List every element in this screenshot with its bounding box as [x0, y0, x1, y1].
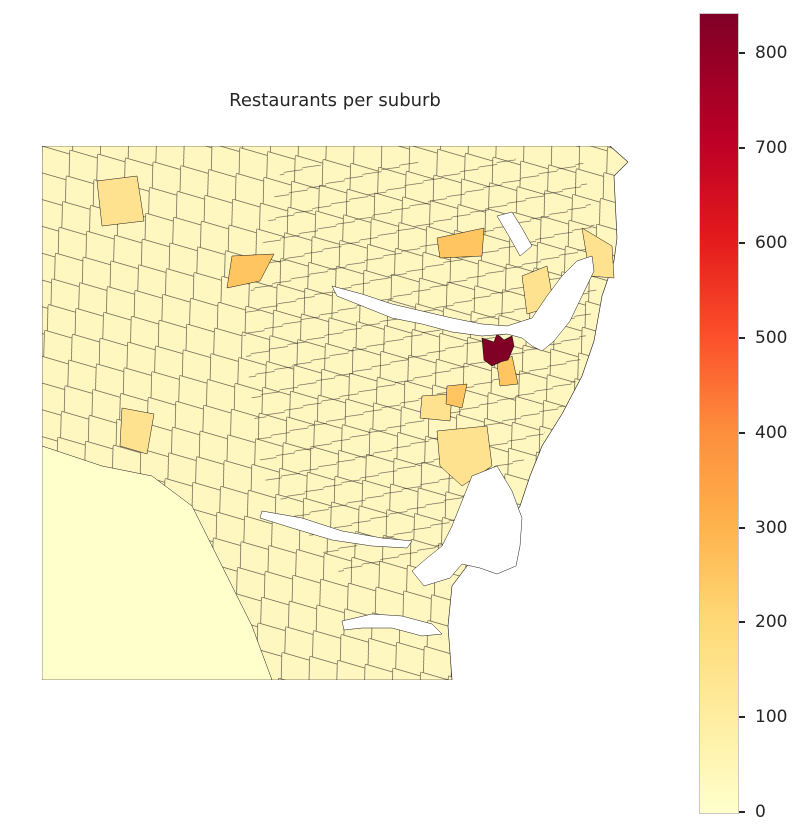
colorbar-tick: 300 — [739, 518, 799, 538]
suburb-mid-10 — [445, 383, 468, 409]
river-north — [496, 211, 533, 257]
southwest-region — [42, 445, 273, 680]
colorbar-tick: 400 — [739, 423, 799, 443]
suburb-peak-cbd — [481, 333, 515, 367]
colorbar-tick: 0 — [739, 802, 799, 822]
harbour-water — [331, 255, 595, 352]
suburb-choropleth-map — [42, 146, 628, 680]
colorbar-tick: 500 — [739, 328, 799, 348]
suburb-mid-2 — [226, 253, 275, 289]
suburb-mid-5 — [119, 407, 155, 455]
river-southeast — [341, 613, 443, 637]
river-south — [259, 510, 413, 549]
colorbar-tick: 700 — [739, 138, 799, 158]
colorbar-tick: 600 — [739, 233, 799, 253]
colorbar-tick: 100 — [739, 707, 799, 727]
suburb-mid-7 — [419, 393, 453, 422]
suburb-boundaries-inner — [242, 156, 602, 576]
colorbar-tick: 800 — [739, 43, 799, 63]
suburb-mid-1 — [96, 175, 145, 227]
botany-bay-water — [411, 465, 523, 587]
colorbar-tick: 200 — [739, 612, 799, 632]
colorbar — [699, 13, 739, 814]
suburb-mid-3 — [436, 227, 485, 259]
map-title: Restaurants per suburb — [229, 90, 441, 111]
